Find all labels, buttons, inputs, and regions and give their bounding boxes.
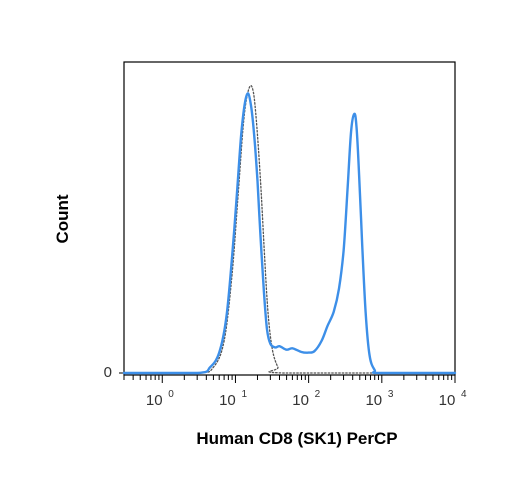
stained-histogram-line xyxy=(122,92,457,375)
x-tick-exponent: 0 xyxy=(168,389,174,400)
x-tick-base: 10 xyxy=(292,392,309,409)
y-axis-title: Count xyxy=(53,194,72,243)
x-tick-label: 10 4 xyxy=(439,389,467,409)
y-tick-label: 0 xyxy=(104,364,112,381)
x-tick-base: 10 xyxy=(219,392,236,409)
x-tick-label: 10 1 xyxy=(219,389,247,409)
x-tick-label: 10 3 xyxy=(365,389,393,409)
x-tick-base: 10 xyxy=(365,392,382,409)
x-axis: 10 0 10 1 10 2 10 3 10 4 xyxy=(123,375,467,409)
series-layer xyxy=(122,84,457,375)
x-tick-label: 10 2 xyxy=(292,389,320,409)
x-tick-base: 10 xyxy=(146,392,163,409)
x-tick-exponent: 3 xyxy=(388,389,394,400)
x-tick-label: 10 0 xyxy=(146,389,174,409)
x-tick-exponent: 4 xyxy=(461,389,467,400)
x-axis-title: Human CD8 (SK1) PerCP xyxy=(196,429,397,448)
control-histogram-line xyxy=(123,84,456,374)
plot-frame xyxy=(123,61,456,376)
x-tick-exponent: 1 xyxy=(241,389,247,400)
y-axis: 0 xyxy=(104,364,124,381)
x-tick-exponent: 2 xyxy=(315,389,321,400)
x-tick-base: 10 xyxy=(439,392,456,409)
